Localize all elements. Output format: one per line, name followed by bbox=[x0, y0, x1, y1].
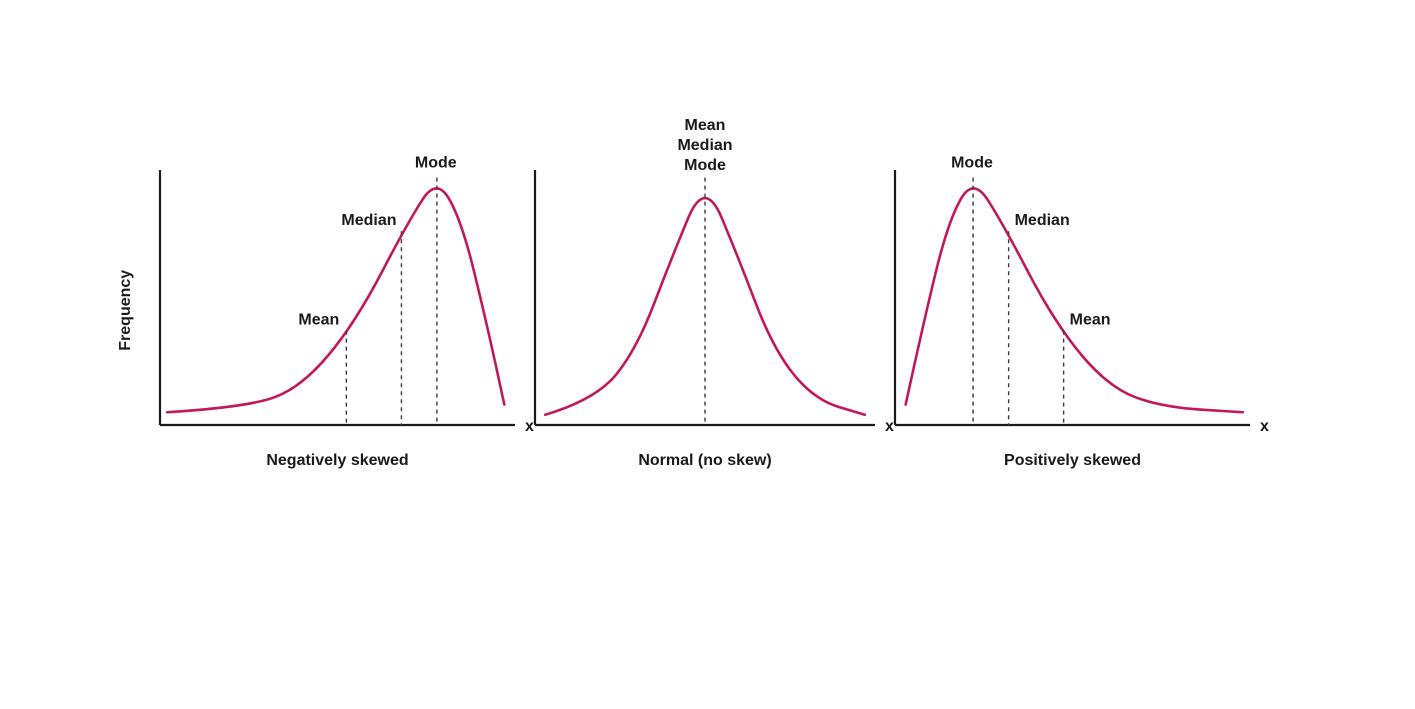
x-axis-label: x bbox=[525, 418, 534, 435]
y-axis-label: Frequency bbox=[117, 270, 134, 351]
panel-positive-skew: x Mode Median Mean Positively skewed bbox=[895, 155, 1269, 469]
marker-label-median: Median bbox=[1015, 212, 1070, 229]
marker-label-mean: Mean bbox=[298, 312, 339, 329]
x-axis-label: x bbox=[885, 418, 894, 435]
figure-skewness-distributions: x Frequency Mean Median Mode Negatively skewe… bbox=[0, 0, 1415, 709]
svg-canvas: x Frequency Mean Median Mode Negatively skewe… bbox=[0, 0, 1415, 709]
panel-normal: x Mean Median Mode Normal (no skew) bbox=[535, 117, 894, 469]
caption-negative-skew: Negatively skewed bbox=[266, 452, 408, 469]
title-stack-line-0: Mean bbox=[685, 117, 726, 134]
curve-negative-skew bbox=[167, 188, 504, 412]
marker-label-median: Median bbox=[341, 212, 396, 229]
caption-normal: Normal (no skew) bbox=[638, 452, 771, 469]
panel-negative-skew: x Frequency Mean Median Mode Negatively skewe… bbox=[117, 155, 534, 469]
title-stack-line-1: Median bbox=[677, 137, 732, 154]
title-stack-line-2: Mode bbox=[684, 157, 726, 174]
marker-label-mode: Mode bbox=[415, 155, 457, 172]
curve-positive-skew bbox=[906, 188, 1243, 412]
x-axis-label: x bbox=[1260, 418, 1269, 435]
caption-positive-skew: Positively skewed bbox=[1004, 452, 1141, 469]
marker-label-mean: Mean bbox=[1070, 312, 1111, 329]
marker-label-mode: Mode bbox=[951, 155, 993, 172]
